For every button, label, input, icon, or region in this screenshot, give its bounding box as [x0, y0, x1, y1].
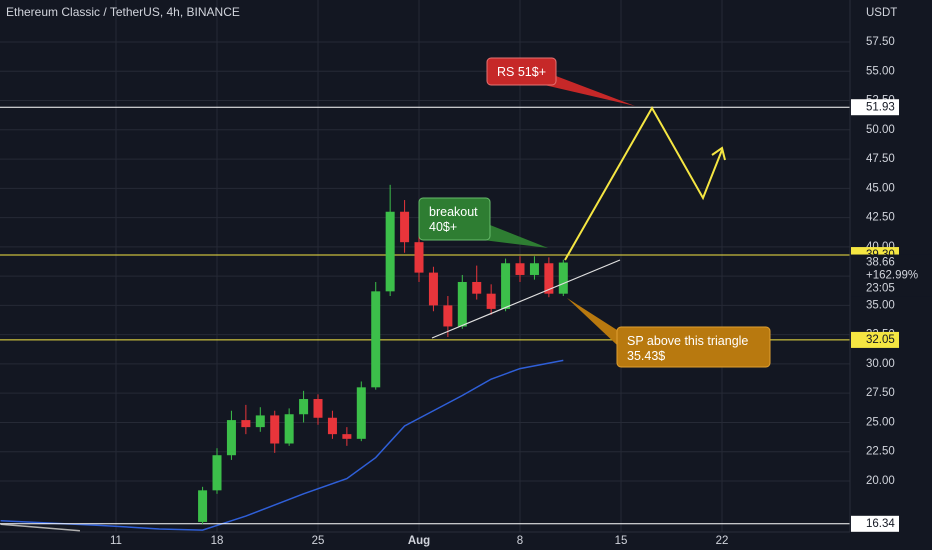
- projection-path: [564, 105, 723, 261]
- last-price: 38.66: [866, 257, 895, 269]
- x-tick-label: 11: [110, 535, 122, 547]
- candle-body: [558, 262, 568, 294]
- candle-body: [241, 420, 251, 428]
- candle-body: [385, 211, 395, 292]
- y-tick-label: 55.00: [866, 65, 895, 77]
- y-tick-label: 50.00: [866, 124, 895, 136]
- last-price-box: [851, 254, 932, 297]
- callout-box: [418, 197, 491, 241]
- callout-box: [616, 326, 771, 368]
- candle-body: [356, 387, 366, 439]
- callout-text: SP above this triangle: [627, 334, 748, 348]
- moving-average: [0, 523, 80, 532]
- callout-text: 35.43$: [627, 349, 665, 363]
- callout-box: [486, 57, 557, 86]
- last-price-change: +162.99%: [866, 270, 918, 282]
- x-tick-label: 25: [312, 535, 325, 547]
- level-label-box: [851, 515, 899, 532]
- triangle-support: [431, 259, 621, 339]
- x-tick-label: 18: [211, 535, 224, 547]
- candle-body: [299, 399, 309, 415]
- y-tick-label: 42.50: [866, 212, 895, 224]
- chart-title: Ethereum Classic / TetherUS, 4h, BINANCE: [6, 5, 240, 19]
- y-tick-label: 57.50: [866, 36, 895, 48]
- axis-unit: USDT: [866, 7, 897, 19]
- candle-body: [443, 305, 453, 327]
- level-label: 16.34: [866, 518, 895, 530]
- candle-body: [501, 263, 511, 309]
- drawings: RS 51$+ breakout 40$+ SP above this tria…: [418, 57, 771, 368]
- x-tick-label: 15: [615, 535, 628, 547]
- candle-body: [515, 263, 525, 275]
- candle-body: [198, 490, 208, 522]
- candle-body: [255, 415, 265, 428]
- candle-body: [529, 263, 539, 275]
- candle-body: [414, 242, 424, 273]
- callout-pointer: [567, 298, 617, 345]
- projection-arrow: [711, 146, 726, 161]
- callout-text: 40$+: [429, 220, 457, 234]
- x-tick-label: 8: [517, 535, 523, 547]
- callout-text: breakout: [429, 205, 478, 219]
- y-tick-label: 27.50: [866, 387, 895, 399]
- candle-body: [472, 281, 482, 294]
- candle-body: [327, 417, 337, 435]
- candle-body: [457, 281, 467, 327]
- candle-body: [544, 263, 554, 294]
- x-tick-label: 22: [716, 535, 729, 547]
- y-tick-label: 25.00: [866, 416, 895, 428]
- y-tick-label: 45.00: [866, 182, 895, 194]
- candle-body: [270, 415, 280, 444]
- level-label-box: [851, 331, 899, 348]
- y-tick-label: 30.00: [866, 358, 895, 370]
- candle-body: [342, 434, 352, 439]
- candle-body: [284, 414, 294, 444]
- countdown: 23:05: [866, 283, 895, 295]
- y-tick-label: 35.00: [866, 299, 895, 311]
- y-tick-label: 20.00: [866, 475, 895, 487]
- level-label: 51.93: [866, 101, 895, 113]
- candle-body: [313, 399, 323, 418]
- y-tick-label: 22.50: [866, 446, 895, 458]
- callout-text: RS 51$+: [497, 65, 546, 79]
- y-tick-label: 47.50: [866, 153, 895, 165]
- candle-body: [400, 211, 410, 243]
- candle-body: [428, 272, 438, 306]
- candle-body: [486, 293, 496, 309]
- callout-pointer: [475, 225, 548, 248]
- candle-body: [371, 291, 381, 388]
- x-tick-label: Aug: [408, 535, 430, 547]
- level-label-box: [851, 99, 899, 116]
- candle-body: [226, 420, 236, 456]
- candle-body: [212, 455, 222, 491]
- level-label: 32.05: [866, 334, 895, 346]
- callout-pointer: [540, 76, 635, 106]
- moving-average: [0, 359, 564, 531]
